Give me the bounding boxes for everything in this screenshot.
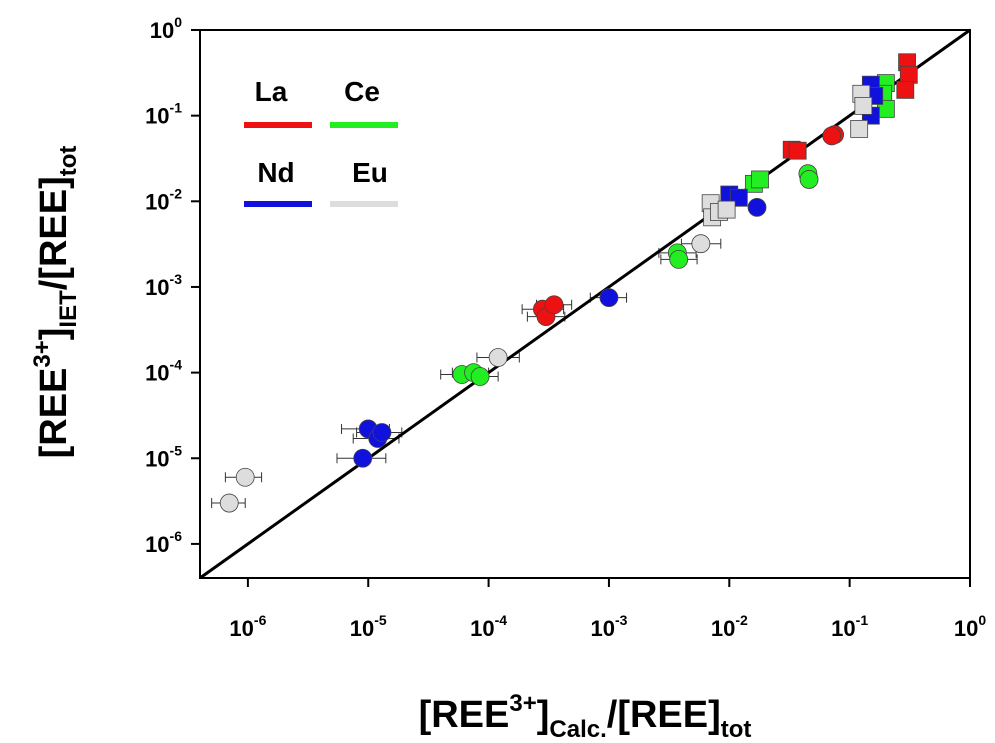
y-title-sup: 3+ [29,340,56,367]
x-tick-exp: -1 [856,612,869,628]
points-layer [219,53,918,513]
y-tick-exp: -4 [170,357,183,373]
nd-circle-point [372,423,392,442]
y-tick-exp: -1 [170,100,183,116]
y-tick-label: 10-1 [145,100,182,129]
la-square-point [899,65,918,84]
x-tick-label: 10-4 [470,612,507,641]
x-tick-base: 10 [831,616,855,641]
x-tick-label: 10-3 [590,612,627,641]
nd-circle-point [353,448,373,468]
x-tick-base: 10 [350,616,374,641]
y-tick-base: 10 [145,446,169,471]
legend-label-eu: Eu [352,157,388,188]
la-square-point [788,141,807,160]
y-tick-base: 10 [150,18,174,43]
x-title-sub2: tot [721,716,752,743]
x-tick-label: 10-6 [229,612,266,641]
y-title-main: [REE [33,368,75,459]
x-tick-exp: -2 [735,612,748,628]
ce-circle-point [669,249,689,269]
x-title-rest: /[REE] [607,694,721,736]
la-square-point [896,80,915,99]
x-axis: 10-6 10-5 10-4 10-3 10-2 10-1 100 [229,578,986,641]
y-tick-exp: 0 [174,14,182,30]
y-title-sub2: tot [55,146,82,177]
ce-square-point [751,170,769,189]
legend-label-la: La [255,76,288,107]
plot-frame [199,29,971,579]
eu-circle-point [219,493,239,513]
x-title-sup: 3+ [509,690,536,717]
x-tick-label: 10-1 [831,612,868,641]
eu-square-point [850,120,869,138]
eu-square-point [854,96,873,115]
legend-label-nd: Nd [257,157,294,188]
x-tick-exp: 0 [978,612,986,628]
la-circle-point [544,295,564,315]
x-tick-exp: -3 [615,612,628,628]
eu-circle-point [691,234,711,254]
y-axis-title: [REE3+]IET/[REE]tot [29,146,82,459]
y-tick-label: 10-6 [145,528,182,557]
ce-circle-point [470,367,490,386]
y-tick-exp: -3 [170,271,183,287]
x-tick-label: 10-5 [350,612,387,641]
x-title-main: [REE [419,694,510,736]
eu-square-point [717,200,736,219]
y-tick-base: 10 [145,104,169,129]
x-tick-exp: -4 [495,612,508,628]
y-tick-exp: -6 [170,528,183,544]
nd-circle-point [747,197,767,217]
x-tick-base: 10 [954,616,978,641]
y-tick-base: 10 [145,275,169,300]
x-title-close: ] [537,694,550,736]
x-tick-exp: -6 [254,612,267,628]
y-title-sub: IET [55,290,82,328]
eu-circle-point [235,467,255,487]
x-tick-base: 10 [470,616,494,641]
nd-circle-point [599,288,619,308]
legend-label-ce: Ce [344,76,380,107]
y-tick-label: 10-4 [145,357,182,386]
x-tick-label: 10-2 [711,612,748,641]
x-tick-base: 10 [711,616,735,641]
ce-circle-point [799,170,819,189]
y-tick-exp: -2 [170,185,183,201]
y-tick-exp: -5 [170,442,183,458]
x-tick-label: 100 [954,612,986,641]
la-circle-point [822,126,842,146]
y-tick-label: 100 [150,14,182,43]
x-tick-exp: -5 [374,612,387,628]
y-tick-base: 10 [145,189,169,214]
y-tick-label: 10-2 [145,185,182,214]
x-tick-base: 10 [229,616,253,641]
y-title-rest: /[REE] [33,176,75,290]
x-tick-base: 10 [590,616,614,641]
eu-circle-point [488,348,508,367]
y-tick-base: 10 [145,361,169,386]
x-axis-title: [REE3+]Calc./[REE]tot [419,690,752,743]
one-to-one-reference-line [199,28,971,580]
legend: La Ce Nd Eu [244,76,398,207]
x-title-sub: Calc. [549,716,606,743]
y-tick-label: 10-3 [145,271,182,300]
y-tick-base: 10 [145,532,169,557]
y-tick-label: 10-5 [145,442,182,471]
y-title-close: ] [33,328,75,341]
